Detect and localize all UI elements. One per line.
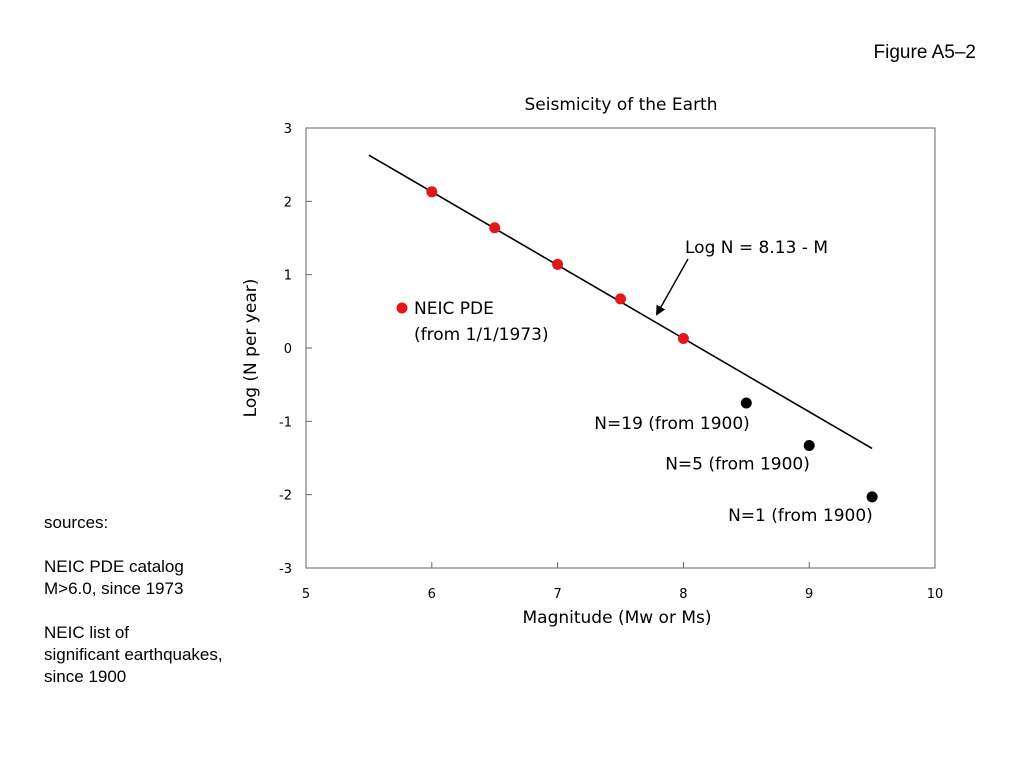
fit-equation-label: Log N = 8.13 - M	[685, 238, 828, 258]
neic-pde-point	[677, 332, 689, 344]
significant-quake-point	[866, 491, 878, 503]
y-tick-label: -3	[279, 562, 292, 577]
x-tick-label: 10	[927, 587, 944, 602]
sources-heading: sources:	[44, 513, 109, 532]
x-axis: 5 6 7 8 9 10	[302, 562, 943, 602]
legend-marker	[396, 302, 408, 314]
significant-quake-point	[803, 440, 815, 452]
source-2-line-2: significant earthquakes,	[44, 645, 223, 664]
neic-pde-point	[552, 258, 564, 270]
legend-label-line1: NEIC PDE	[414, 299, 494, 319]
x-tick-label: 9	[805, 587, 813, 602]
y-tick-label: 1	[284, 269, 292, 284]
figure-label: Figure A5–2	[873, 42, 976, 63]
source-1-line-1: NEIC PDE catalog	[44, 557, 184, 576]
neic-pde-point	[489, 222, 501, 234]
y-axis: 3 2 1 0 -1 -2 -3	[279, 122, 312, 577]
source-2-line-3: since 1900	[44, 667, 127, 686]
data-points	[426, 186, 878, 503]
y-tick-label: 3	[284, 122, 292, 137]
y-tick-label: -2	[279, 489, 292, 504]
neic-pde-point	[426, 186, 438, 198]
point-label: N=19 (from 1900)	[594, 414, 750, 434]
point-labels: N=19 (from 1900) N=5 (from 1900) N=1 (from…	[594, 414, 872, 526]
y-tick-label: -1	[279, 415, 292, 430]
point-label: N=5 (from 1900)	[665, 455, 810, 475]
x-tick-label: 6	[428, 587, 436, 602]
x-axis-label: Magnitude (Mw or Ms)	[522, 608, 711, 628]
point-label: N=1 (from 1900)	[728, 506, 873, 526]
x-tick-label: 8	[679, 587, 687, 602]
neic-pde-point	[615, 293, 626, 305]
fit-equation-arrow	[656, 258, 689, 316]
y-axis-label: Log (N per year)	[241, 279, 261, 418]
y-tick-label: 0	[284, 342, 292, 357]
x-tick-label: 5	[302, 587, 310, 602]
y-tick-label: 2	[284, 195, 292, 210]
source-2-line-1: NEIC list of	[44, 623, 130, 642]
plot-frame	[305, 127, 936, 569]
sources-note: sources: NEIC PDE catalog M>6.0, since 1…	[44, 512, 284, 688]
significant-quake-point	[740, 397, 752, 409]
legend-label-line2: (from 1/1/1973)	[414, 325, 549, 345]
source-1-line-2: M>6.0, since 1973	[44, 579, 184, 598]
x-tick-label: 7	[553, 587, 561, 602]
chart-title: Seismicity of the Earth	[525, 95, 718, 115]
